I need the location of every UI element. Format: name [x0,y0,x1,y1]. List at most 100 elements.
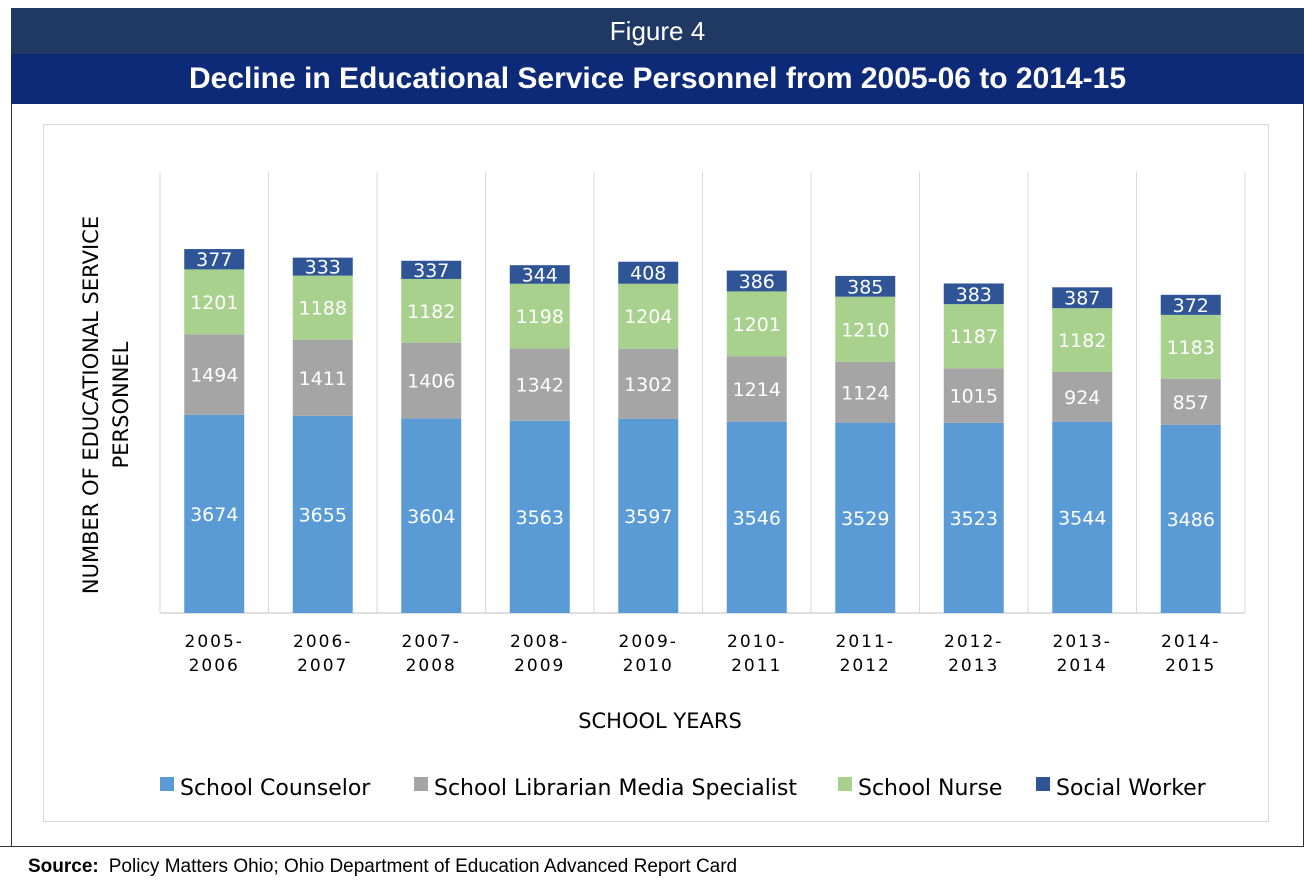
data-label: 3655 [299,504,347,526]
data-label: 408 [630,263,666,285]
chart-title: Decline in Educational Service Personnel… [11,54,1304,104]
data-label: 3674 [190,504,238,526]
x-tick-label: 2007 [297,656,348,676]
y-axis-title: NUMBER OF EDUCATIONAL SERVICE [79,216,103,594]
data-label: 337 [413,260,449,282]
bar-school-librarian-media-specialist [1052,371,1113,422]
bar-school-nurse [184,269,245,335]
data-label: 1494 [190,364,238,386]
source-label: Source: [28,855,99,877]
data-label: 1214 [733,379,781,401]
data-label: 1187 [950,326,998,348]
data-label: 1210 [841,319,889,341]
chart-svg: 3674 1494 1201 377 2005- 2006 3655 1411 1188 333 2… [79,172,1246,801]
data-label: 333 [305,257,341,279]
data-label: 1411 [299,368,347,390]
legend-swatch [1036,777,1050,791]
bar-social-worker [943,283,1004,305]
bar-school-librarian-media-specialist [509,348,570,421]
x-tick-label: 2005- [185,632,244,652]
x-tick-label: 2006 [189,656,240,676]
x-tick-label: 2007- [402,632,461,652]
bar-school-nurse [726,291,787,357]
data-label: 386 [739,271,775,293]
data-label: 1182 [407,301,455,323]
x-tick-label: 2013- [1053,632,1112,652]
bar-school-nurse [292,275,353,340]
data-label: 387 [1064,288,1100,310]
data-label: 3546 [733,507,781,529]
data-label: 3597 [624,506,672,528]
x-tick-label: 2011 [731,656,782,676]
x-tick-label: 2014 [1057,656,1108,676]
data-label: 1406 [407,371,455,393]
x-tick-label: 2013 [948,656,999,676]
x-tick-label: 2010- [727,632,786,652]
bar-school-librarian-media-specialist [835,361,896,423]
bar-school-counselor [943,422,1004,613]
bar-school-nurse [401,278,462,343]
x-tick-label: 2009- [619,632,678,652]
x-tick-label: 2012 [840,656,891,676]
x-tick-label: 2008- [510,632,569,652]
legend-label: School Librarian Media Specialist [434,776,797,801]
bar-school-counselor [618,418,679,613]
x-tick-label: 2012- [944,632,1003,652]
bar-social-worker [292,257,353,276]
y-axis-title: PERSONNEL [109,341,133,468]
bar-school-librarian-media-specialist [943,368,1004,423]
x-tick-label: 2006- [293,632,352,652]
bar-school-counselor [292,415,353,613]
data-label: 1015 [950,386,998,408]
data-label: 1302 [624,374,672,396]
bar-school-librarian-media-specialist [618,348,679,419]
data-label: 3563 [516,507,564,529]
bar-school-librarian-media-specialist [401,342,462,419]
legend-label: Social Worker [1056,776,1207,801]
legend-swatch [838,777,852,791]
legend-swatch [160,777,174,791]
bar-school-counselor [509,420,570,613]
bar-school-counselor [401,418,462,613]
data-label: 385 [847,276,883,298]
data-label: 1201 [733,314,781,336]
legend-label: School Counselor [180,776,371,801]
data-label: 1182 [1058,330,1106,352]
data-label: 924 [1064,387,1100,409]
bar-social-worker [835,275,896,297]
data-label: 1183 [1167,337,1215,359]
x-tick-label: 2011- [836,632,895,652]
legend-label: School Nurse [858,776,1002,801]
bar-social-worker [184,249,245,270]
data-label: 1204 [624,306,672,328]
data-label: 3544 [1058,507,1106,529]
data-label: 1342 [516,375,564,397]
data-label: 857 [1173,392,1209,414]
bar-social-worker [618,261,679,284]
x-tick-label: 2015 [1165,656,1216,676]
bar-school-librarian-media-specialist [726,356,787,422]
data-label: 1124 [841,382,889,404]
bar-school-counselor [184,414,245,613]
bar-social-worker [1160,294,1221,315]
bar-school-nurse [618,283,679,349]
data-label: 383 [956,284,992,306]
bar-school-counselor [726,421,787,613]
data-label: 372 [1173,295,1209,317]
data-label: 3529 [841,508,889,530]
bar-social-worker [509,265,570,284]
bar-school-counselor [1052,421,1113,613]
bar-school-librarian-media-specialist [1160,378,1221,425]
data-label: 344 [522,264,558,286]
bar-school-librarian-media-specialist [292,339,353,416]
bar-social-worker [401,260,462,279]
x-tick-label: 2010 [623,656,674,676]
data-label: 1188 [299,298,347,320]
data-label: 1201 [190,292,238,314]
source-text: Policy Matters Ohio; Ohio Department of … [108,855,738,877]
data-label: 3604 [407,506,455,528]
bar-school-nurse [943,304,1004,369]
source-note: Source: Policy Matters Ohio; Ohio Depart… [0,846,1304,886]
data-label: 3523 [950,508,998,530]
